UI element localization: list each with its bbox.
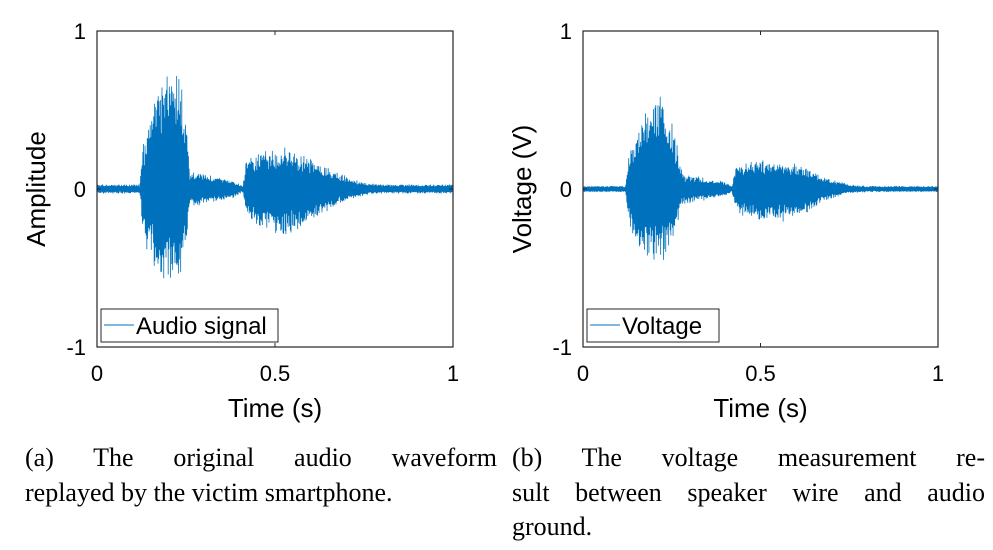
x-axis-label: Time (s) — [228, 393, 322, 423]
caption-line: ground. — [512, 512, 593, 541]
caption-line: sult between speaker wire and audio — [512, 477, 985, 507]
caption-b: (b) The voltage measurement re- sult bet… — [512, 441, 985, 545]
x-tick-label: 1 — [447, 361, 459, 386]
legend-label: Audio signal — [136, 313, 267, 340]
waveform-line — [582, 96, 939, 260]
y-tick-label: 0 — [74, 177, 86, 202]
caption-line: replayed by the victim smartphone. — [25, 477, 393, 507]
x-tick-label: 0.5 — [260, 361, 291, 386]
x-tick-label: 1 — [932, 361, 944, 386]
y-tick-label: 0 — [560, 177, 572, 202]
y-tick-label: -1 — [552, 335, 572, 360]
x-axis-label: Time (s) — [713, 393, 807, 423]
x-tick-label: 0 — [577, 361, 589, 386]
x-tick-label: 0.5 — [745, 361, 776, 386]
caption-line: (a) The original audio waveform — [25, 443, 497, 472]
caption-line: (b) The voltage measurement re- — [512, 443, 985, 472]
y-tick-label: 1 — [560, 19, 572, 44]
y-tick-label: 1 — [74, 19, 86, 44]
x-tick-label: 0 — [91, 361, 103, 386]
y-axis-label: Amplitude — [21, 131, 51, 247]
y-tick-label: -1 — [66, 335, 86, 360]
legend-label: Voltage — [622, 313, 702, 340]
y-axis-label: Voltage (V) — [507, 125, 537, 254]
caption-a: (a) The original audio waveform replayed… — [25, 441, 497, 510]
waveform-line — [96, 75, 454, 279]
